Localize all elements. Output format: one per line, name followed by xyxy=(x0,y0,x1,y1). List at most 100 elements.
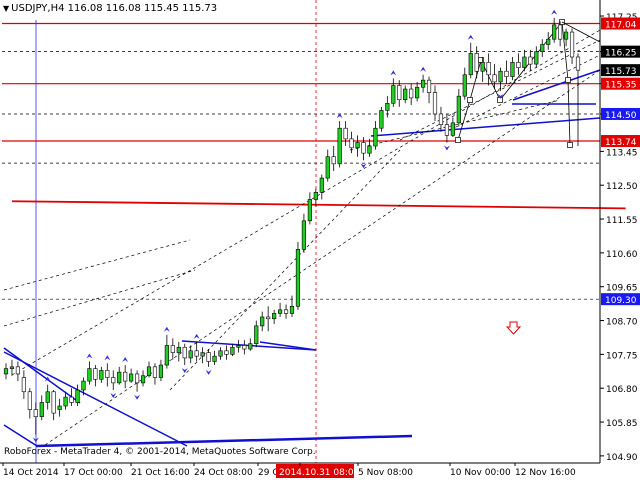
candle-down xyxy=(182,346,187,359)
x-tick-label: 2014.10.31 08:00 xyxy=(279,468,360,478)
candle-down xyxy=(51,391,56,414)
candle-up xyxy=(379,110,384,129)
candle-up xyxy=(218,350,223,357)
candle-down xyxy=(397,85,402,101)
candle-down xyxy=(438,113,444,125)
price-level-tag xyxy=(601,17,640,30)
candle-down xyxy=(266,316,271,320)
symbol-label: USDJPY,H4 xyxy=(11,3,65,14)
candle-up xyxy=(9,366,15,369)
fractal-down-icon xyxy=(110,392,117,398)
candle-up xyxy=(45,391,50,403)
candle-up xyxy=(236,345,241,348)
price-level-tag xyxy=(601,107,640,120)
red-down-arrow-icon xyxy=(505,321,522,335)
candle-up xyxy=(546,38,551,45)
candle-down xyxy=(206,352,211,362)
candle-up xyxy=(3,368,9,375)
x-tick-label: 12 Nov 16:00 xyxy=(515,468,576,478)
fractal-down-icon xyxy=(32,437,39,443)
candle-up xyxy=(367,145,372,154)
wave-point xyxy=(467,97,473,103)
y-tick-label: 108.70 xyxy=(606,318,638,328)
price-level-label: 109.30 xyxy=(605,296,637,306)
drawn-trendlines xyxy=(3,19,601,448)
x-tick-label: 21 Oct 16:00 xyxy=(131,468,190,478)
candle-down xyxy=(409,88,414,99)
candle-up xyxy=(313,192,318,200)
candle-up xyxy=(230,346,235,355)
blue-trend-line xyxy=(3,424,38,447)
x-tick-label: 5 Nov 08:00 xyxy=(358,468,413,478)
fractal-up-icon xyxy=(104,355,111,361)
candle-down xyxy=(516,62,521,68)
candle-up xyxy=(295,249,301,307)
y-tick-label: 109.65 xyxy=(606,284,638,294)
candle-up xyxy=(403,88,408,101)
candle-up xyxy=(301,220,307,250)
candle-down xyxy=(194,350,199,357)
candle-up xyxy=(140,375,146,384)
x-tick-label: 14 Oct 2014 xyxy=(3,468,59,478)
candle-up xyxy=(260,316,265,327)
candle-up xyxy=(456,95,461,124)
fractal-up-icon xyxy=(467,34,474,40)
fractal-up-icon xyxy=(336,113,343,119)
fractal-up-icon xyxy=(193,333,200,339)
candle-up xyxy=(57,405,62,410)
wave-line xyxy=(561,21,601,43)
fractal-down-icon xyxy=(443,145,450,151)
copyright-text: RoboForex - MetaTrader 4, © 2001-2014, M… xyxy=(4,447,316,457)
candle-up xyxy=(289,305,295,314)
wave-point xyxy=(455,137,461,143)
candle-down xyxy=(242,345,247,350)
y-tick-label: 110.60 xyxy=(606,250,638,260)
candle-up xyxy=(117,371,122,384)
candle-up xyxy=(200,352,205,357)
fractal-down-icon xyxy=(134,394,141,400)
x-tick-label: 17 Oct 00:00 xyxy=(64,468,123,478)
candle-up xyxy=(540,44,545,52)
candle-down xyxy=(486,62,491,76)
triangle-down-icon: ▼ xyxy=(3,4,10,13)
candle-down xyxy=(504,70,509,77)
candle-down xyxy=(152,366,158,378)
blue-trend-line xyxy=(512,69,601,101)
candle-up xyxy=(355,142,360,149)
candle-down xyxy=(528,56,533,65)
candle-down xyxy=(492,74,497,83)
candle-up xyxy=(164,345,169,366)
candle-down xyxy=(224,350,229,355)
dashed-levels xyxy=(2,0,600,463)
price-level-tag xyxy=(601,64,640,77)
chart-title: ▼ USDJPY,H4 116.08 116.08 115.45 115.73 xyxy=(3,3,217,14)
candle-up xyxy=(534,51,539,65)
highlighted-time-tag xyxy=(276,464,354,478)
candle-down xyxy=(474,53,479,72)
y-tick-label: 112.50 xyxy=(606,182,638,192)
dashed-channel-line xyxy=(449,54,601,131)
candle-down xyxy=(558,24,563,40)
wave-point xyxy=(497,97,503,103)
candle-up xyxy=(420,79,426,88)
candle-up xyxy=(385,102,390,111)
blue-trend-line xyxy=(35,434,413,448)
price-level-tag xyxy=(601,77,640,90)
candle-up xyxy=(81,380,86,391)
price-level-tag xyxy=(601,293,640,306)
candle-up xyxy=(563,31,569,40)
candle-up xyxy=(212,355,217,362)
blue-trend-line xyxy=(259,341,317,351)
candle-up xyxy=(63,396,68,407)
candle-up xyxy=(272,313,277,320)
candle-up xyxy=(462,74,467,97)
candle-up xyxy=(307,199,312,222)
dashed-channel-line xyxy=(3,239,191,291)
candle-down xyxy=(361,142,366,154)
candle-up xyxy=(391,85,396,104)
candle-down xyxy=(69,396,74,403)
fractal-up-icon xyxy=(163,326,170,332)
price-level-tag xyxy=(601,135,640,148)
fractal-up-icon xyxy=(390,70,397,76)
